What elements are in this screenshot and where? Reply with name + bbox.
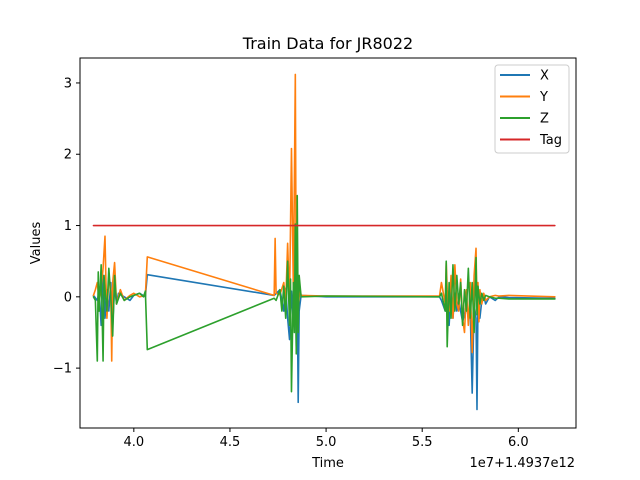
x-axis-label: Time [311,456,344,471]
y-axis-label: Values [29,222,44,265]
y-tick-label: 0 [64,290,72,305]
x-tick-label: 4.0 [123,435,144,450]
legend-box [494,64,570,154]
x-tick-label: 5.0 [316,435,337,450]
x-axis: 4.0 4.5 5.0 5.5 6.0 [123,428,529,450]
y-tick-label: 1 [64,219,72,234]
y-tick-label: −1 [53,362,72,377]
x-tick-label: 4.5 [220,435,241,450]
plot-area [79,57,577,429]
legend-label-z: Z [540,112,549,127]
legend-label-tag: Tag [539,133,562,148]
legend-label-x: X [540,69,549,84]
x-tick-label: 5.5 [412,435,433,450]
legend: XYZ Tag [494,64,570,154]
plot-frame [79,57,577,429]
y-tick-label: 2 [64,148,72,163]
series-line-z [92,194,556,393]
legend-label-y: Y [539,90,548,105]
legend-items: XYZ Tag [500,69,562,148]
y-tick-label: 3 [64,76,72,91]
y-axis: −1 0 1 2 3 [53,76,80,377]
chart-title: Train Data for JR8022 [242,34,413,53]
series-layer [92,73,556,411]
x-axis-offset-label: 1e7+1.4937e12 [470,456,575,471]
x-tick-label: 6.0 [508,435,529,450]
